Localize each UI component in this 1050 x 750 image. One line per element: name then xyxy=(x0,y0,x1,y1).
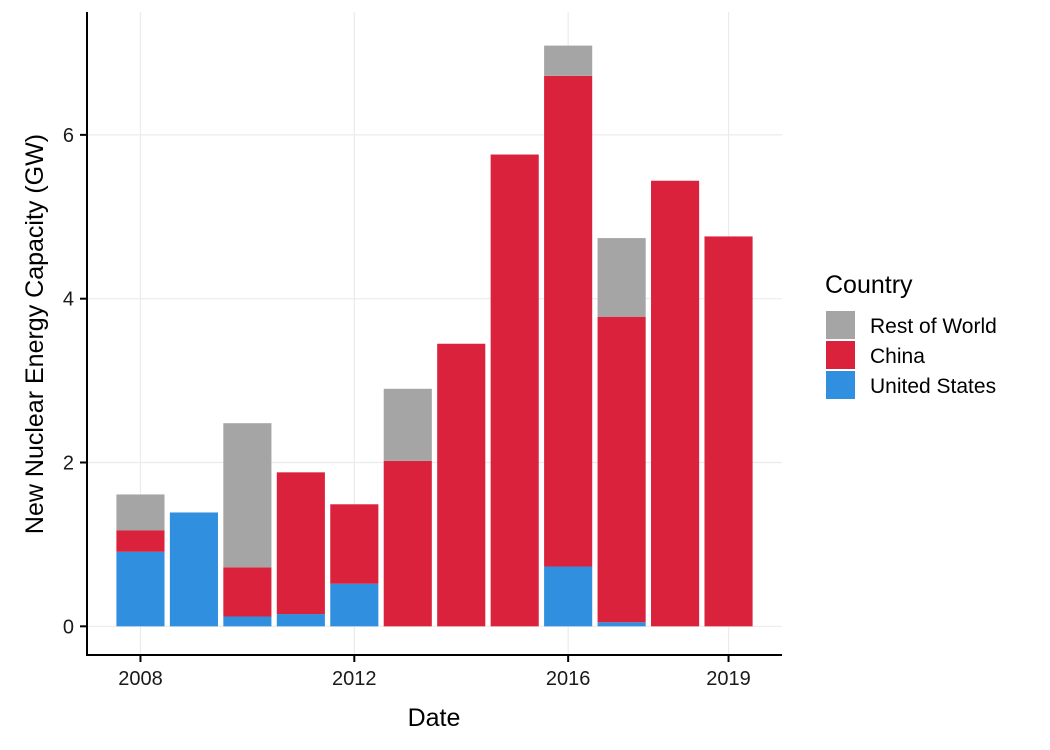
bar-china-2015 xyxy=(490,154,539,627)
legend-swatch-rest-of-world xyxy=(826,311,855,339)
bar-united-states-2012 xyxy=(330,583,379,627)
bar-china-2017 xyxy=(597,316,646,623)
bar-united-states-2008 xyxy=(116,551,165,627)
y-tick-label: 4 xyxy=(63,289,74,311)
bar-china-2018 xyxy=(651,180,700,627)
bar-united-states-2011 xyxy=(276,614,325,627)
legend-swatch-united-states xyxy=(826,371,855,399)
bar-china-2019 xyxy=(704,236,753,627)
y-tick-label: 2 xyxy=(63,453,74,475)
x-tick-label: 2016 xyxy=(546,668,591,690)
bar-united-states-2017 xyxy=(597,622,646,627)
bar-rest-of-world-2017 xyxy=(597,238,646,317)
bar-china-2008 xyxy=(116,530,165,552)
y-axis-title: New Nuclear Energy Capacity (GW) xyxy=(21,134,49,534)
bars xyxy=(116,45,753,627)
legend: Country Rest of World China United States xyxy=(825,271,997,399)
bar-china-2013 xyxy=(383,460,432,627)
bar-china-2014 xyxy=(437,343,486,627)
x-tick-label: 2019 xyxy=(706,668,751,690)
x-tick-label: 2008 xyxy=(118,668,163,690)
x-tick-label: 2012 xyxy=(332,668,377,690)
y-tick-label: 0 xyxy=(63,616,74,638)
bar-china-2012 xyxy=(330,504,379,584)
bar-united-states-2010 xyxy=(223,616,272,627)
legend-swatch-china xyxy=(826,341,855,369)
ticks: 2008 2012 2016 2019 0 2 4 6 xyxy=(63,125,751,690)
y-tick-label: 6 xyxy=(63,125,74,147)
bar-rest-of-world-2010 xyxy=(223,423,272,568)
legend-label: China xyxy=(870,345,925,368)
legend-label: Rest of World xyxy=(870,315,997,338)
bar-china-2011 xyxy=(276,472,325,615)
bar-china-2016 xyxy=(544,75,593,567)
bar-united-states-2016 xyxy=(544,566,593,627)
bar-rest-of-world-2008 xyxy=(116,494,165,531)
bar-rest-of-world-2016 xyxy=(544,45,593,76)
axes xyxy=(86,12,782,656)
bar-united-states-2009 xyxy=(169,512,218,627)
legend-label: United States xyxy=(870,375,996,398)
legend-title: Country xyxy=(825,271,913,299)
bar-rest-of-world-2013 xyxy=(383,388,432,461)
x-axis-title: Date xyxy=(408,704,461,732)
bar-china-2010 xyxy=(223,567,272,617)
